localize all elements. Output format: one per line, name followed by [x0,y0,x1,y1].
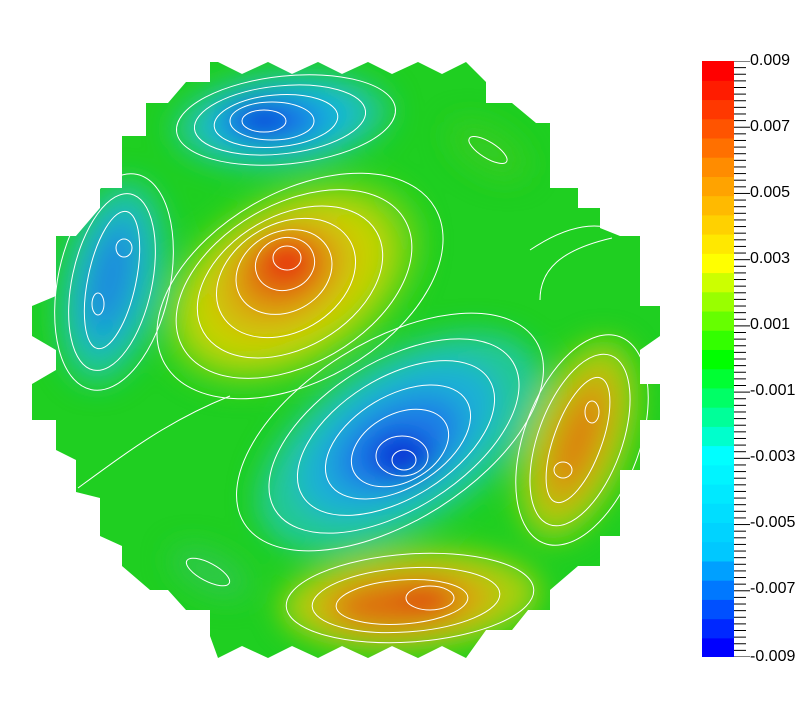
colorbar-ticks [734,61,750,657]
colorbar-band [702,234,734,254]
colorbar-band [702,368,734,389]
colorbar-band [702,118,734,139]
colorbar-band [702,580,734,600]
colorbar [702,61,734,657]
colorbar-label: 0.003 [750,250,791,267]
colorbar-band [702,137,734,158]
colorbar-band [702,80,734,101]
colorbar-band [702,310,734,331]
colorbar-band [702,445,734,466]
colorbar-band [702,560,734,581]
colorbar-band [702,99,734,120]
colorbar-band [702,464,734,485]
colorbar-band [702,157,734,177]
colorbar-band [702,349,734,370]
colorbar-label: 0.007 [750,118,791,135]
colorbar-band [702,387,734,408]
colorbar-band [702,618,734,639]
colorbar-band [702,291,734,312]
colorbar-label: 0.001 [750,316,791,333]
colorbar-band [702,272,734,293]
colorbar-band [702,176,734,197]
colorbar-label: 0.005 [750,184,791,201]
colorbar-label: -0.001 [750,382,796,399]
contour-plot [32,62,660,658]
colorbar-label: -0.007 [750,580,796,597]
colorbar-band [702,503,734,524]
colorbar-band [702,483,734,504]
colorbar-band [702,61,734,81]
colorbar-band [702,330,734,350]
colorbar-band [702,426,734,447]
colorbar-band [702,195,734,216]
colorbar-band [702,522,734,543]
contour-field [32,62,660,658]
colorbar-band [702,599,734,620]
colorbar-label: -0.005 [750,514,796,531]
colorbar-band [702,541,734,562]
colorbar-band [702,214,734,235]
colorbar-label-min: -0.009 [750,648,796,665]
colorbar-band [702,637,734,657]
colorbar-label-max: 0.009 [750,52,791,69]
colorbar-band [702,407,734,427]
contour-lines [54,74,649,644]
colorbar-band [702,253,734,274]
colorbar-label: -0.003 [750,448,796,465]
